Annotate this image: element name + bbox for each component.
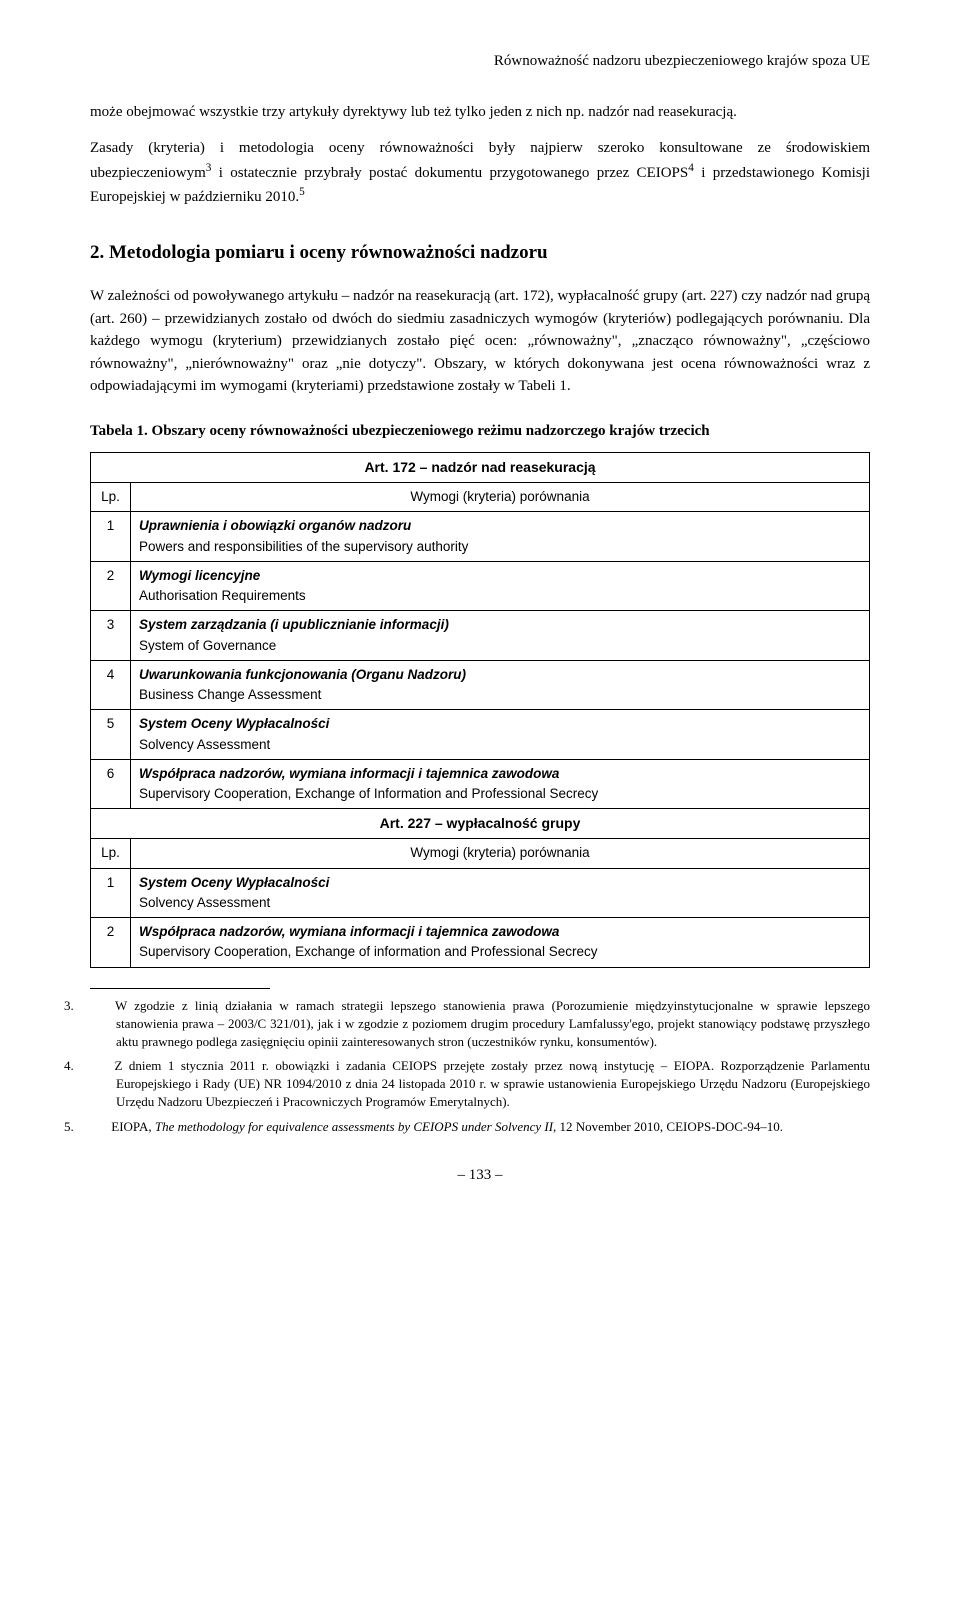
footnote: 4. Z dniem 1 stycznia 2011 r. obowiązki … — [90, 1057, 870, 1112]
table-row-subtitle: Authorisation Requirements — [139, 586, 861, 606]
table-row-content: System zarządzania (i upublicznianie inf… — [131, 611, 870, 661]
footnote-number: 3. — [90, 997, 108, 1015]
table-row: 2 Współpraca nadzorów, wymiana informacji… — [91, 918, 870, 968]
paragraph-2: Zasady (kryteria) i metodologia oceny ró… — [90, 137, 870, 209]
footnote-number: 5. — [90, 1118, 108, 1136]
table-criteria-header-row-2: Lp. Wymogi (kryteria) porównania — [91, 839, 870, 868]
table-row-subtitle: Supervisory Cooperation, Exchange of Inf… — [139, 784, 861, 804]
table-row-content: System Oceny WypłacalnościSolvency Asses… — [131, 710, 870, 760]
table-row-number: 1 — [91, 512, 131, 562]
table-group1-header: Art. 172 – nadzór nad reasekuracją — [91, 453, 870, 483]
table-row-title: System Oceny Wypłacalności — [139, 873, 861, 893]
table-group2-header: Art. 227 – wypłacalność grupy — [91, 809, 870, 839]
table-row-title: Uprawnienia i obowiązki organów nadzoru — [139, 516, 861, 536]
table-row: 6 Współpraca nadzorów, wymiana informacji… — [91, 759, 870, 809]
table-row-number: 2 — [91, 561, 131, 611]
table-row-number: 1 — [91, 868, 131, 918]
table-row: 5System Oceny WypłacalnościSolvency Asse… — [91, 710, 870, 760]
equivalence-table: Art. 172 – nadzór nad reasekuracją Lp. W… — [90, 452, 870, 968]
table-row-subtitle: Powers and responsibilities of the super… — [139, 537, 861, 557]
footnote-number: 4. — [90, 1057, 108, 1075]
table-row-subtitle: Solvency Assessment — [139, 893, 861, 913]
table-row: 4 Uwarunkowania funkcjonowania (Organu Na… — [91, 660, 870, 710]
table-row-subtitle: Solvency Assessment — [139, 735, 861, 755]
table-row-number: 2 — [91, 918, 131, 968]
table-row-number: 3 — [91, 611, 131, 661]
table-row: 1System Oceny WypłacalnościSolvency Asse… — [91, 868, 870, 918]
header-title: Równoważność nadzoru ubezpieczeniowego k… — [90, 50, 870, 73]
paragraph-1: może obejmować wszystkie trzy artykuły d… — [90, 101, 870, 124]
table-row-number: 4 — [91, 660, 131, 710]
table-group2-header-row: Art. 227 – wypłacalność grupy — [91, 809, 870, 839]
table-lp-header: Lp. — [91, 483, 131, 512]
table-row-number: 5 — [91, 710, 131, 760]
footnote: 5. EIOPA, The methodology for equivalenc… — [90, 1118, 870, 1136]
table-row-title: System Oceny Wypłacalności — [139, 714, 861, 734]
table-row-content: Uprawnienia i obowiązki organów nadzoruP… — [131, 512, 870, 562]
table-row-subtitle: System of Governance — [139, 636, 861, 656]
table-row-content: Wymogi licencyjneAuthorisation Requireme… — [131, 561, 870, 611]
table-row-subtitle: Business Change Assessment — [139, 685, 861, 705]
table-row-title: System zarządzania (i upublicznianie inf… — [139, 615, 861, 635]
footnotes-separator — [90, 988, 270, 989]
section-heading: 2. Metodologia pomiaru i oceny równoważn… — [90, 239, 870, 268]
table-row-title: Uwarunkowania funkcjonowania (Organu Nad… — [139, 665, 861, 685]
table-row-content: Współpraca nadzorów, wymiana informacji … — [131, 918, 870, 968]
table-row: 2Wymogi licencyjneAuthorisation Requirem… — [91, 561, 870, 611]
table-lp-header-2: Lp. — [91, 839, 131, 868]
table-row: 3 System zarządzania (i upublicznianie in… — [91, 611, 870, 661]
table-group1-header-row: Art. 172 – nadzór nad reasekuracją — [91, 453, 870, 483]
table-row-title: Współpraca nadzorów, wymiana informacji … — [139, 922, 861, 942]
table-row-subtitle: Supervisory Cooperation, Exchange of inf… — [139, 942, 861, 962]
table-row-title: Wymogi licencyjne — [139, 566, 861, 586]
table-caption: Tabela 1. Obszary oceny równoważności ub… — [90, 420, 870, 443]
table-criteria-header-row: Lp. Wymogi (kryteria) porównania — [91, 483, 870, 512]
footnote: 3. W zgodzie z linią działania w ramach … — [90, 997, 870, 1052]
table-row-content: System Oceny WypłacalnościSolvency Asses… — [131, 868, 870, 918]
page-number: – 133 – — [90, 1164, 870, 1187]
paragraph-3: W zależności od powoływanego artykułu – … — [90, 285, 870, 398]
table-row-title: Współpraca nadzorów, wymiana informacji … — [139, 764, 861, 784]
table-row-number: 6 — [91, 759, 131, 809]
table-criteria-header-2: Wymogi (kryteria) porównania — [131, 839, 870, 868]
table-row: 1Uprawnienia i obowiązki organów nadzoru… — [91, 512, 870, 562]
table-criteria-header: Wymogi (kryteria) porównania — [131, 483, 870, 512]
table-row-content: Współpraca nadzorów, wymiana informacji … — [131, 759, 870, 809]
table-row-content: Uwarunkowania funkcjonowania (Organu Nad… — [131, 660, 870, 710]
